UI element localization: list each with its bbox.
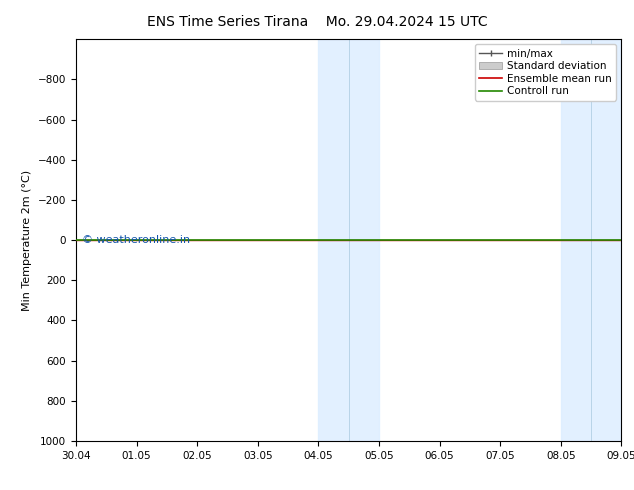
Y-axis label: Min Temperature 2m (°C): Min Temperature 2m (°C) — [22, 170, 32, 311]
Text: ENS Time Series Tirana    Mo. 29.04.2024 15 UTC: ENS Time Series Tirana Mo. 29.04.2024 15… — [146, 15, 488, 29]
Text: © weatheronline.in: © weatheronline.in — [82, 235, 190, 245]
Bar — [560, 39, 621, 441]
Legend: min/max, Standard deviation, Ensemble mean run, Controll run: min/max, Standard deviation, Ensemble me… — [475, 45, 616, 100]
Bar — [318, 39, 379, 441]
